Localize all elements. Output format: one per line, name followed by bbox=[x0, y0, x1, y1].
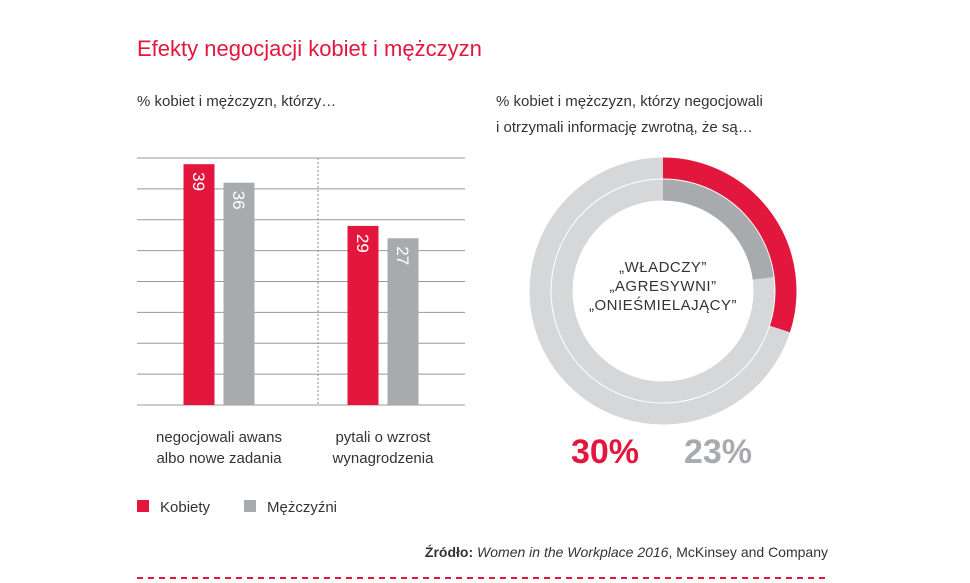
donut-arc bbox=[662, 179, 774, 280]
donut-value-label: 30% bbox=[571, 433, 639, 471]
bar-value-label: 27 bbox=[393, 246, 412, 265]
text-line: wynagrodzenia bbox=[332, 450, 435, 467]
bar-value-label: 36 bbox=[229, 191, 248, 210]
bar-value-label: 39 bbox=[189, 172, 208, 191]
text-line: % kobiet i mężczyzn, którzy negocjowali bbox=[496, 93, 763, 110]
donut-center-label: „WŁADCZY” „AGRESYWNI” „ONIEŚMIELAJĄCY” bbox=[589, 259, 737, 314]
x-tick-label: pytali o wzrost wynagrodzenia bbox=[332, 429, 435, 467]
legend-swatch bbox=[244, 500, 256, 512]
text-line: albo nowe zadania bbox=[156, 450, 282, 467]
text-line: „WŁADCZY” bbox=[619, 259, 707, 276]
legend-label: Mężczyźni bbox=[267, 499, 337, 516]
donut-subtitle: % kobiet i mężczyzn, którzy negocjowali i… bbox=[496, 93, 763, 136]
donut-value-label: 23% bbox=[684, 433, 752, 471]
source: Źródło: Women in the Workplace 2016, McK… bbox=[425, 544, 828, 560]
bar bbox=[223, 182, 255, 405]
bar bbox=[183, 164, 215, 405]
text-line: i otrzymali informację zwrotną, że są… bbox=[496, 119, 753, 136]
x-tick-label: negocjowali awans albo nowe zadania bbox=[156, 429, 282, 467]
bar-subtitle: % kobiet i mężczyzn, którzy… bbox=[137, 93, 336, 110]
source-rest: , McKinsey and Company bbox=[668, 544, 828, 560]
legend-swatch bbox=[137, 500, 149, 512]
bar bbox=[347, 225, 379, 405]
text-line: negocjowali awans bbox=[156, 429, 282, 446]
bar-value-label: 29 bbox=[353, 234, 372, 253]
source-label: Źródło: bbox=[425, 544, 473, 560]
text-line: „ONIEŚMIELAJĄCY” bbox=[589, 296, 737, 314]
bar bbox=[387, 238, 419, 405]
page-title: Efekty negocjacji kobiet i mężczyzn bbox=[137, 36, 482, 61]
text-line: pytali o wzrost bbox=[335, 429, 431, 446]
source-title: Women in the Workplace 2016 bbox=[477, 544, 669, 560]
legend-label: Kobiety bbox=[160, 499, 211, 516]
text-line: „AGRESYWNI” bbox=[609, 278, 716, 295]
donut-arc bbox=[662, 157, 797, 333]
